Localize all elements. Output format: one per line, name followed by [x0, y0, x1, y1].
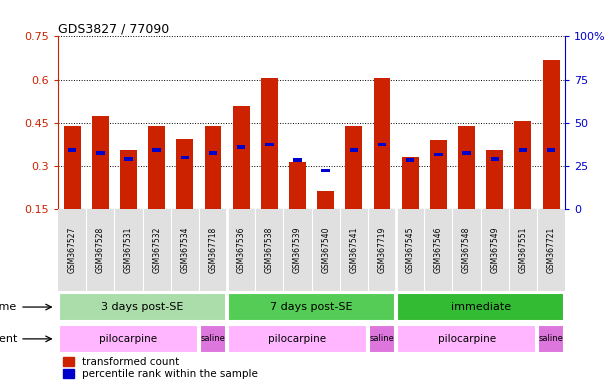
Bar	[369, 324, 395, 353]
Text: GSM367548: GSM367548	[462, 227, 471, 273]
Bar	[373, 78, 390, 209]
Bar	[237, 146, 246, 149]
Bar	[430, 140, 447, 209]
Bar	[486, 150, 503, 209]
Bar	[378, 142, 386, 146]
Bar	[228, 324, 367, 353]
Bar	[289, 162, 306, 209]
Text: 3 days post-SE: 3 days post-SE	[101, 302, 184, 312]
Bar	[397, 324, 536, 353]
Bar	[205, 126, 221, 209]
Bar	[345, 126, 362, 209]
Bar	[514, 121, 532, 209]
Text: pilocarpine: pilocarpine	[437, 334, 496, 344]
Bar	[293, 159, 302, 162]
Bar	[491, 157, 499, 161]
Text: GSM367721: GSM367721	[547, 227, 555, 273]
Text: 7 days post-SE: 7 days post-SE	[270, 302, 353, 312]
Bar	[68, 148, 76, 152]
Bar	[64, 126, 81, 209]
Bar	[519, 148, 527, 152]
Text: GSM367719: GSM367719	[378, 227, 387, 273]
Text: GSM367532: GSM367532	[152, 227, 161, 273]
Text: GSM367545: GSM367545	[406, 227, 415, 273]
Legend: transformed count, percentile rank within the sample: transformed count, percentile rank withi…	[64, 357, 258, 379]
Text: GDS3827 / 77090: GDS3827 / 77090	[58, 22, 169, 35]
Bar	[547, 148, 555, 152]
Bar	[233, 106, 250, 209]
Text: GSM367531: GSM367531	[124, 227, 133, 273]
Bar	[59, 293, 226, 321]
Bar	[349, 148, 358, 152]
Text: GSM367538: GSM367538	[265, 227, 274, 273]
Bar	[96, 151, 104, 155]
Bar	[181, 156, 189, 159]
Text: GSM367551: GSM367551	[518, 227, 527, 273]
Text: GSM367536: GSM367536	[236, 227, 246, 273]
Text: immediate: immediate	[450, 302, 511, 312]
Bar	[321, 169, 330, 172]
Text: pilocarpine: pilocarpine	[268, 334, 327, 344]
Bar	[120, 150, 137, 209]
Bar	[92, 116, 109, 209]
Bar	[200, 324, 226, 353]
Bar	[402, 157, 419, 209]
Bar	[406, 159, 414, 162]
Bar	[177, 139, 193, 209]
Bar	[458, 126, 475, 209]
Bar	[397, 293, 565, 321]
Bar	[228, 293, 395, 321]
Text: GSM367549: GSM367549	[490, 227, 499, 273]
Text: GSM367718: GSM367718	[208, 227, 218, 273]
Bar	[148, 126, 165, 209]
Text: time: time	[0, 302, 18, 312]
Bar	[538, 324, 565, 353]
Text: pilocarpine: pilocarpine	[100, 334, 158, 344]
Text: saline: saline	[539, 334, 563, 343]
Bar	[152, 148, 161, 152]
Bar	[124, 157, 133, 161]
Text: saline: saline	[370, 334, 395, 343]
Text: saline: saline	[200, 334, 225, 343]
Bar	[261, 78, 278, 209]
Text: GSM367527: GSM367527	[68, 227, 76, 273]
Bar	[59, 324, 198, 353]
Text: agent: agent	[0, 334, 18, 344]
Text: GSM367546: GSM367546	[434, 227, 443, 273]
Text: GSM367534: GSM367534	[180, 227, 189, 273]
Bar	[317, 190, 334, 209]
Text: GSM367540: GSM367540	[321, 227, 330, 273]
Bar	[434, 153, 442, 156]
Bar	[265, 142, 274, 146]
Text: GSM367539: GSM367539	[293, 227, 302, 273]
Text: GSM367541: GSM367541	[349, 227, 359, 273]
Bar	[543, 60, 560, 209]
Bar	[209, 151, 218, 155]
Text: GSM367528: GSM367528	[96, 227, 105, 273]
Bar	[463, 151, 471, 155]
